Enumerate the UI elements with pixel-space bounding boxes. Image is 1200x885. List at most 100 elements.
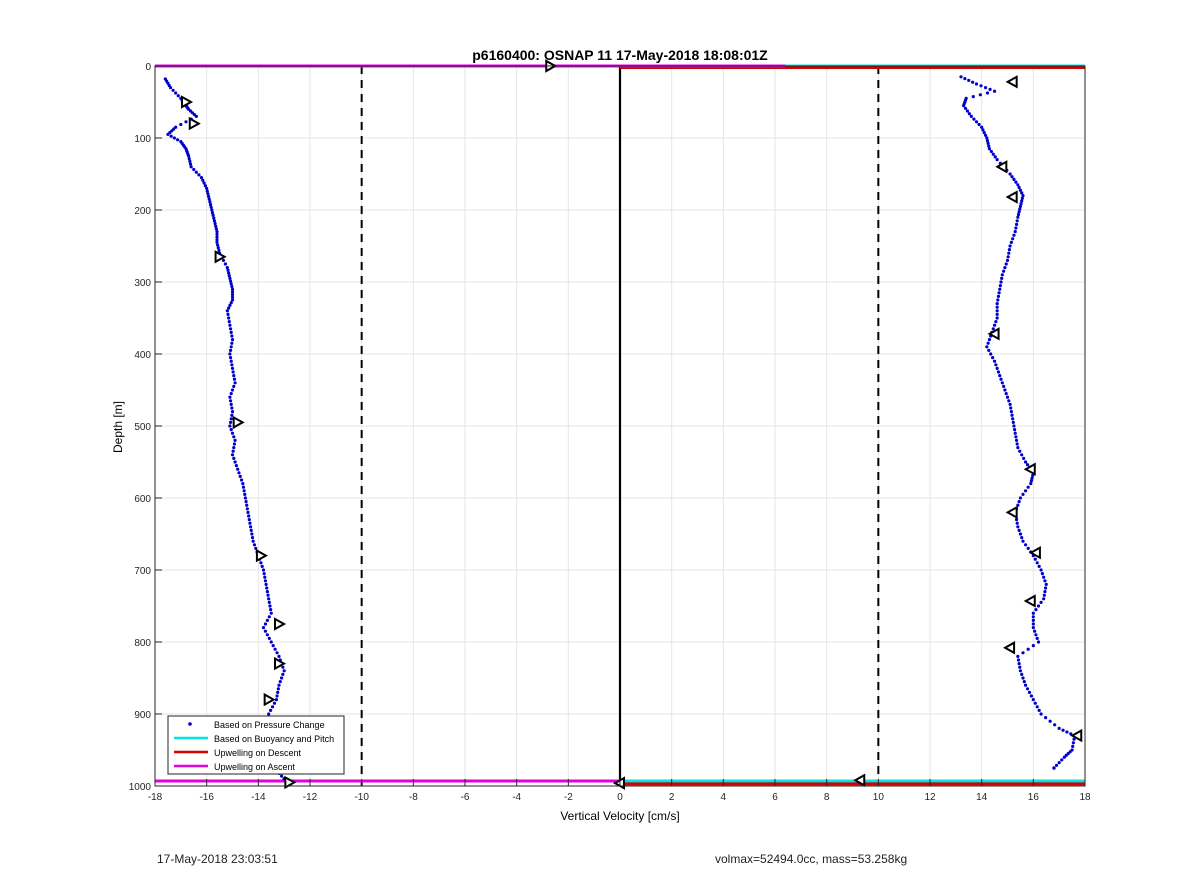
pressure-change-point bbox=[241, 482, 245, 486]
buoyancy-pitch-marker bbox=[188, 116, 201, 131]
pressure-change-point bbox=[1009, 406, 1013, 410]
pressure-change-point bbox=[230, 363, 234, 367]
buoyancy-pitch-marker bbox=[232, 415, 245, 430]
pressure-change-point bbox=[992, 323, 997, 327]
pressure-change-point bbox=[225, 309, 229, 313]
pressure-change-point bbox=[169, 134, 173, 138]
pressure-change-point bbox=[230, 290, 235, 294]
x-tick-label: 16 bbox=[1028, 792, 1040, 803]
pressure-change-point bbox=[980, 125, 984, 129]
pressure-change-point bbox=[207, 197, 211, 201]
pressure-change-point bbox=[269, 611, 273, 615]
pressure-change-point bbox=[197, 173, 201, 177]
pressure-change-point bbox=[982, 131, 986, 135]
x-tick-label: -2 bbox=[564, 792, 573, 803]
pressure-change-point bbox=[237, 471, 241, 475]
pressure-change-point bbox=[1006, 255, 1010, 259]
pressure-change-point bbox=[227, 271, 231, 275]
y-tick-label: 1000 bbox=[129, 782, 152, 793]
pressure-change-point bbox=[184, 120, 188, 124]
pressure-change-point bbox=[207, 194, 211, 199]
pressure-change-point bbox=[264, 582, 268, 587]
pressure-change-point bbox=[1029, 482, 1033, 486]
pressure-change-point bbox=[267, 712, 271, 716]
buoyancy-pitch-marker bbox=[214, 250, 227, 264]
pressure-change-point bbox=[233, 438, 237, 442]
pressure-change-point bbox=[199, 176, 204, 180]
buoyancy-pitch-marker bbox=[181, 95, 194, 109]
pressure-change-point bbox=[1033, 557, 1037, 561]
pressure-change-point bbox=[229, 301, 233, 305]
pressure-change-point bbox=[1018, 188, 1023, 192]
pressure-change-point bbox=[228, 303, 232, 307]
pressure-change-point bbox=[1021, 194, 1025, 198]
pressure-change-point bbox=[1025, 687, 1030, 691]
pressure-change-point bbox=[1017, 662, 1021, 666]
pressure-change-point bbox=[1004, 262, 1008, 266]
pressure-change-point bbox=[230, 284, 234, 289]
pressure-change-point bbox=[209, 205, 213, 209]
buoyancy-pitch-marker bbox=[1005, 75, 1018, 89]
pressure-change-point bbox=[1012, 233, 1016, 237]
legend-box bbox=[167, 715, 345, 775]
buoyancy-pitch-marker bbox=[284, 775, 297, 790]
pressure-change-point bbox=[230, 410, 235, 414]
x-tick-label: 2 bbox=[669, 792, 675, 803]
pressure-change-point bbox=[1035, 561, 1039, 565]
pressure-change-point bbox=[212, 216, 216, 220]
pressure-change-point bbox=[245, 507, 249, 511]
pressure-change-point bbox=[275, 651, 279, 655]
legend-label-descent: Upwelling on Descent bbox=[214, 748, 302, 758]
pressure-change-point bbox=[248, 521, 252, 525]
pressure-change-point bbox=[1020, 453, 1024, 457]
pressure-change-point bbox=[999, 280, 1003, 284]
pressure-change-point bbox=[214, 224, 218, 228]
pressure-change-point bbox=[979, 84, 983, 88]
pressure-change-point bbox=[1017, 210, 1021, 214]
x-tick-label: 4 bbox=[721, 792, 727, 803]
pressure-change-point bbox=[223, 262, 227, 266]
pressure-change-point bbox=[977, 122, 981, 127]
pressure-change-point bbox=[1042, 593, 1046, 597]
pressure-change-point bbox=[991, 356, 995, 360]
pressure-change-point bbox=[174, 91, 178, 95]
pressure-change-point bbox=[1015, 219, 1019, 223]
pressure-change-point bbox=[1016, 658, 1021, 662]
pressure-change-point bbox=[231, 449, 235, 453]
pressure-change-point bbox=[179, 122, 183, 127]
pressure-change-point bbox=[215, 235, 219, 239]
pressure-change-point bbox=[1030, 476, 1034, 480]
pressure-change-point bbox=[1031, 615, 1035, 619]
buoyancy-pitch-markers bbox=[181, 59, 1083, 790]
pressure-change-point bbox=[1043, 590, 1047, 594]
pressure-change-point bbox=[252, 543, 257, 547]
pressure-change-point bbox=[1027, 690, 1032, 695]
pressure-change-point bbox=[961, 104, 966, 108]
pressure-change-point bbox=[959, 75, 963, 79]
y-tick-label: 700 bbox=[134, 566, 151, 577]
pressure-change-point bbox=[994, 320, 998, 324]
pressure-change-point bbox=[1035, 636, 1039, 641]
pressure-change-point bbox=[243, 492, 247, 496]
pressure-change-point bbox=[986, 341, 990, 345]
pressure-change-point bbox=[216, 243, 220, 247]
pressure-change-point bbox=[1011, 237, 1015, 241]
pressure-change-point bbox=[996, 298, 1000, 302]
pressure-change-point bbox=[230, 388, 235, 392]
pressure-change-point bbox=[188, 159, 192, 163]
pressure-change-point bbox=[1031, 698, 1035, 702]
pressure-change-point bbox=[995, 305, 999, 309]
pressure-change-point bbox=[1002, 384, 1006, 388]
pressure-change-point bbox=[1005, 395, 1010, 399]
pressure-change-point bbox=[1018, 669, 1023, 673]
buoyancy-pitch-marker bbox=[274, 617, 287, 631]
pressure-change-point bbox=[1016, 654, 1020, 659]
pressure-change-point bbox=[217, 248, 221, 253]
pressure-change-point bbox=[1039, 712, 1043, 716]
pressure-change-point bbox=[230, 298, 235, 302]
pressure-change-point bbox=[277, 654, 281, 659]
pressure-change-point bbox=[988, 87, 992, 91]
pressure-change-point bbox=[215, 238, 219, 242]
x-tick-label: -12 bbox=[303, 792, 318, 803]
